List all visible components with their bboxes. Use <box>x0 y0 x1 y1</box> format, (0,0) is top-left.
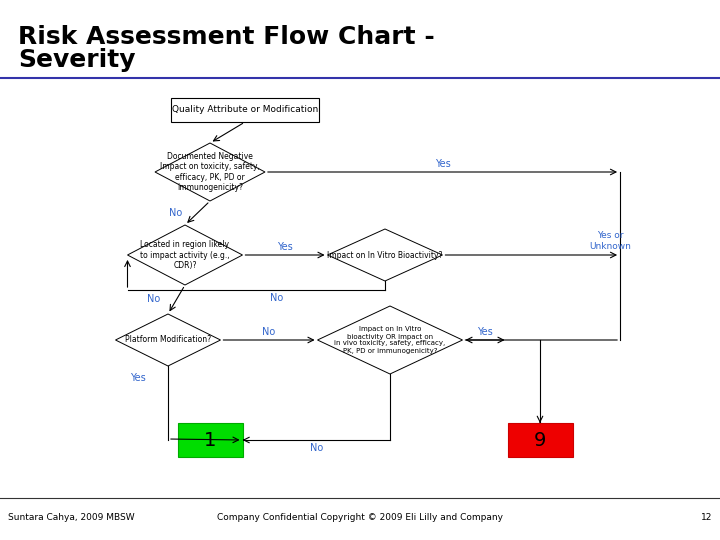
Text: No: No <box>262 327 276 337</box>
Text: Platform Modification?: Platform Modification? <box>125 335 211 345</box>
Text: Yes: Yes <box>277 242 293 252</box>
Polygon shape <box>318 306 462 374</box>
Text: Quality Attribute or Modification: Quality Attribute or Modification <box>172 105 318 114</box>
Text: Yes or
Unknown: Yes or Unknown <box>589 231 631 251</box>
Text: Impact on In Vitro
bioactivity OR impact on
in vivo toxicity, safety, efficacy,
: Impact on In Vitro bioactivity OR impact… <box>334 327 446 354</box>
Polygon shape <box>115 314 220 366</box>
Text: No: No <box>168 208 182 218</box>
Polygon shape <box>328 229 443 281</box>
Text: Company Confidential Copyright © 2009 Eli Lilly and Company: Company Confidential Copyright © 2009 El… <box>217 514 503 523</box>
Text: 9: 9 <box>534 430 546 449</box>
Text: 1: 1 <box>204 430 216 449</box>
Text: Suntara Cahya, 2009 MBSW: Suntara Cahya, 2009 MBSW <box>8 514 135 523</box>
Text: Impact on In Vitro Bioactivity?: Impact on In Vitro Bioactivity? <box>328 251 443 260</box>
Text: No: No <box>269 293 283 303</box>
Text: Yes: Yes <box>435 159 451 169</box>
Text: Yes: Yes <box>477 327 493 337</box>
Text: Yes: Yes <box>130 373 146 383</box>
Text: Documented Negative
Impact on toxicity, safety,
efficacy, PK, PD or
immunogenici: Documented Negative Impact on toxicity, … <box>160 152 260 192</box>
Text: 12: 12 <box>701 514 712 523</box>
Bar <box>178 423 243 457</box>
Text: Risk Assessment Flow Chart -: Risk Assessment Flow Chart - <box>18 25 435 49</box>
Polygon shape <box>155 143 265 201</box>
Bar <box>508 423 572 457</box>
Text: No: No <box>310 443 323 453</box>
Polygon shape <box>127 225 243 285</box>
Text: Severity: Severity <box>18 48 135 72</box>
Bar <box>171 98 319 122</box>
Text: No: No <box>147 294 160 305</box>
Text: Located in region likely
to impact activity (e.g.,
CDR)?: Located in region likely to impact activ… <box>140 240 230 270</box>
